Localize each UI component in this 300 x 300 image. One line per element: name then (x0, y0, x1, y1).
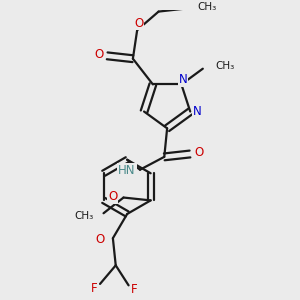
Text: O: O (134, 16, 143, 29)
Text: CH₃: CH₃ (74, 211, 94, 221)
Text: O: O (108, 190, 117, 202)
Text: N: N (178, 73, 187, 86)
Text: O: O (194, 146, 203, 159)
Text: N: N (193, 105, 202, 118)
Text: O: O (96, 233, 105, 246)
Text: CH₃: CH₃ (216, 61, 235, 71)
Text: O: O (94, 48, 103, 61)
Text: HN: HN (118, 164, 136, 177)
Text: CH₃: CH₃ (197, 2, 216, 12)
Text: F: F (131, 283, 138, 296)
Text: F: F (91, 282, 98, 295)
